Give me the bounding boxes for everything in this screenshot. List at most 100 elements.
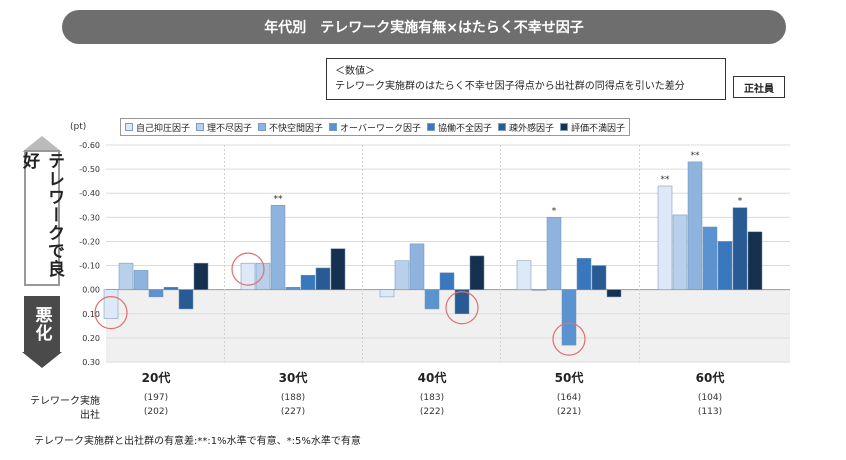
y-tick-label: -0.60 — [79, 141, 100, 150]
bar — [747, 231, 763, 290]
x-category-label: 30代 — [278, 371, 308, 385]
y-tick-label: -0.50 — [79, 165, 100, 174]
x-category-label: 20代 — [141, 371, 171, 385]
y-tick-label: 0.10 — [82, 310, 100, 319]
bar — [118, 262, 134, 290]
note-box: ＜数値＞ テレワーク実施群のはたらく不幸せ因子得点から出社群の同得点を引いた差分 — [326, 58, 726, 100]
sample-count-telework: (188) — [280, 393, 306, 403]
legend-item: 評価不満因子 — [560, 121, 625, 134]
legend-label: 自己抑圧因子 — [136, 123, 191, 134]
legend-swatch — [258, 123, 267, 131]
y-tick-label: -0.30 — [79, 213, 100, 222]
good-direction-text: テレワークで良好 — [19, 152, 64, 278]
legend-label: オーバーワーク因子 — [340, 123, 421, 134]
y-tick-label: 0.30 — [82, 358, 100, 367]
bar — [424, 289, 440, 310]
significance-mark: ** — [661, 175, 671, 185]
sample-count-office: (202) — [143, 407, 169, 417]
highlight-circle — [94, 296, 128, 330]
legend-item: 協働不全因子 — [426, 121, 492, 134]
bar — [672, 214, 688, 290]
significance-mark: * — [552, 206, 557, 216]
chart-legend: 自己抑圧因子 理不尽因子 不快空間因子 オーバーワーク因子 協働不全因子 疎外感因子 評価不… — [120, 118, 631, 136]
legend-item: 疎外感因子 — [497, 121, 554, 134]
sample-count-office: (113) — [697, 407, 723, 417]
bar — [409, 243, 425, 290]
x-category-label: 60代 — [695, 371, 725, 385]
sample-count-office: (222) — [419, 407, 445, 417]
legend-label: 理不尽因子 — [207, 123, 253, 134]
bar — [270, 205, 286, 290]
bar — [657, 185, 673, 290]
legend-swatch — [329, 123, 338, 131]
bar — [469, 255, 485, 290]
bar — [300, 274, 316, 290]
employment-badge: 正社員 — [733, 76, 785, 98]
bar — [315, 267, 331, 290]
bad-direction-text: 悪化 — [31, 306, 52, 342]
row-label-telework: テレワーク実施 — [30, 396, 100, 407]
bar — [163, 287, 179, 290]
bar — [255, 262, 271, 290]
bar — [531, 289, 547, 291]
row-label-office: 出社 — [80, 410, 100, 421]
worse-region-band — [106, 289, 790, 362]
legend-item: 理不尽因子 — [196, 121, 252, 134]
bar — [546, 217, 562, 290]
legend-swatch — [560, 123, 568, 131]
x-category-label: 50代 — [554, 371, 584, 385]
legend-swatch — [426, 123, 435, 131]
bar — [702, 226, 718, 290]
bar — [103, 289, 119, 319]
bar — [606, 289, 622, 298]
legend-swatch — [196, 123, 205, 131]
legend-label: 評価不満因子 — [571, 123, 626, 134]
significance-mark: ** — [274, 194, 284, 204]
footnote: テレワーク実施群と出社群の有意差:**:1%水準で有意、*:5%水準で有意 — [34, 436, 361, 447]
bar — [454, 289, 470, 315]
bar — [148, 289, 164, 298]
bar — [732, 207, 748, 290]
note-description: テレワーク実施群のはたらく不幸せ因子得点から出社群の同得点を引いた差分 — [335, 81, 685, 92]
legend-swatch — [125, 123, 133, 131]
y-tick-label: -0.40 — [79, 189, 100, 198]
bar — [379, 289, 395, 298]
bar — [394, 260, 410, 290]
bar — [193, 262, 209, 290]
bar — [178, 289, 194, 310]
bar — [576, 258, 592, 290]
legend-item: オーバーワーク因子 — [329, 121, 421, 134]
bar — [687, 161, 703, 290]
highlight-circle — [552, 322, 586, 356]
significance-mark: * — [738, 197, 743, 207]
bar — [516, 260, 532, 290]
y-tick-label: -0.10 — [79, 262, 100, 271]
sample-count-telework: (197) — [143, 393, 169, 403]
y-tick-label: -0.20 — [79, 237, 100, 246]
y-axis-unit: (pt) — [70, 122, 87, 132]
legend-item: 不快空間因子 — [258, 121, 323, 134]
sample-count-office: (221) — [556, 407, 582, 417]
up-arrow-icon — [22, 136, 62, 152]
legend-label: 不快空間因子 — [269, 123, 324, 134]
legend-item: 自己抑圧因子 — [125, 121, 190, 134]
y-tick-label: 0.00 — [82, 286, 100, 295]
bar — [591, 265, 607, 290]
bar — [240, 262, 256, 290]
legend-label: 疎外感因子 — [508, 123, 554, 134]
note-heading: ＜数値＞ — [335, 66, 375, 77]
sample-count-telework: (183) — [419, 393, 445, 403]
legend-label: 協働不全因子 — [437, 123, 492, 134]
bar — [285, 287, 301, 290]
y-tick-label: 0.20 — [82, 334, 100, 343]
good-direction-label: テレワークで良好 — [19, 150, 64, 286]
legend-swatch — [497, 123, 506, 131]
bar — [439, 272, 455, 290]
bar — [561, 289, 577, 346]
bad-direction-label: 悪化 — [24, 296, 60, 352]
bar — [330, 248, 346, 290]
sample-count-telework: (104) — [697, 393, 723, 403]
sample-count-office: (227) — [280, 407, 306, 417]
x-category-label: 40代 — [417, 371, 447, 385]
